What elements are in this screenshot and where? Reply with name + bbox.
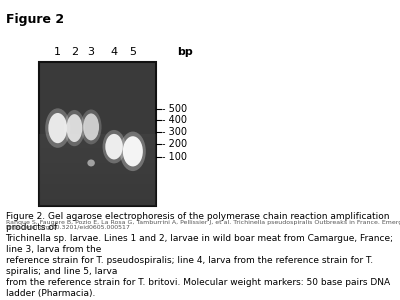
Ellipse shape [64,110,85,146]
Text: 5: 5 [129,47,136,57]
Bar [39,159,156,163]
Bar [39,141,156,145]
Bar [39,181,156,184]
Text: 1: 1 [54,47,61,57]
Ellipse shape [123,136,143,167]
Bar [39,170,156,173]
Ellipse shape [105,134,123,160]
Text: 3: 3 [88,47,95,57]
Bar [39,145,156,148]
Text: Figure 2: Figure 2 [6,13,64,26]
Text: 2: 2 [71,47,78,57]
Bar [39,188,156,191]
Bar [39,202,156,206]
Bar [39,191,156,195]
Text: - 200: - 200 [162,140,187,149]
FancyBboxPatch shape [39,62,156,206]
Bar [39,152,156,155]
Text: - 100: - 100 [162,152,187,162]
Bar [39,184,156,188]
Text: - 400: - 400 [162,115,187,125]
Bar [39,163,156,166]
Ellipse shape [120,132,146,171]
Text: - 300: - 300 [162,127,187,136]
Bar [39,177,156,181]
Text: Figure 2. Gel agarose electrophoresis of the polymerase chain reaction amplifica: Figure 2. Gel agarose electrophoresis of… [6,212,394,298]
Bar [39,173,156,177]
Ellipse shape [83,113,99,140]
Ellipse shape [87,160,95,167]
Text: - 500: - 500 [162,104,187,115]
Bar [39,134,156,137]
Ellipse shape [81,110,102,144]
Bar [39,199,156,202]
Ellipse shape [45,108,70,148]
Bar [39,166,156,170]
Bar [39,137,156,141]
Ellipse shape [48,113,67,143]
Bar [39,155,156,159]
Bar [39,195,156,199]
Ellipse shape [66,114,82,142]
Bar [39,148,156,152]
Text: 4: 4 [110,47,118,57]
Text: bp: bp [177,47,192,57]
Ellipse shape [102,130,126,164]
Text: Ranque S, Faugere B, Pozio E, La Rosa G, Tamburrini A, Pellissier J, et al. Tric: Ranque S, Faugere B, Pozio E, La Rosa G,… [6,220,400,230]
